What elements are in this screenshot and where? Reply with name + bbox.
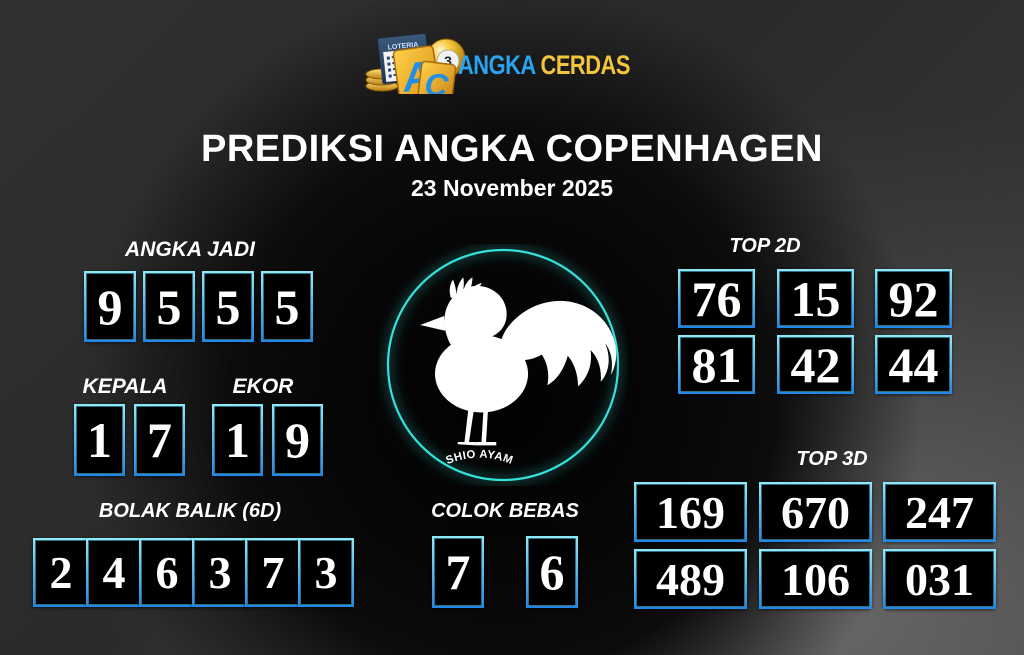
svg-text:C: C — [423, 66, 451, 94]
svg-text:SHIO AYAM: SHIO AYAM — [444, 449, 514, 468]
